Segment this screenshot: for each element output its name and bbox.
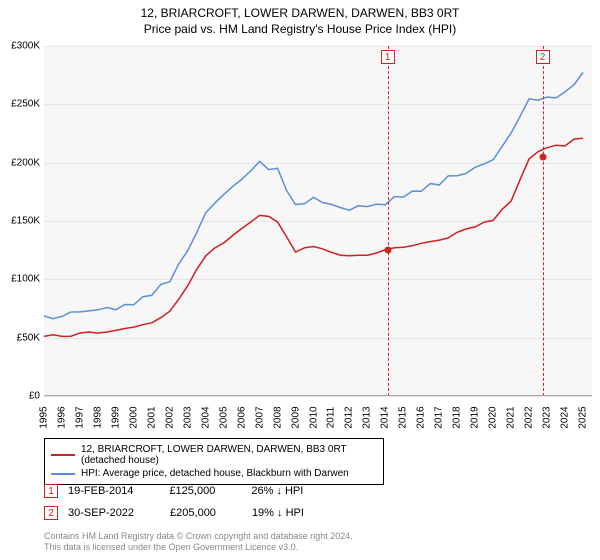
legend-label-hpi: HPI: Average price, detached house, Blac… — [81, 468, 349, 479]
chart-subtitle: Price paid vs. HM Land Registry's House … — [0, 20, 600, 40]
x-tick-label: 1996 — [56, 403, 67, 433]
x-tick-label: 2003 — [182, 403, 193, 433]
x-tick-label: 2013 — [362, 403, 373, 433]
legend-row-property: 12, BRIARCROFT, LOWER DARWEN, DARWEN, BB… — [51, 443, 377, 467]
x-tick-label: 1995 — [39, 403, 50, 433]
sale-price-2: £205,000 — [170, 507, 216, 519]
sale-date-1: 19-FEB-2014 — [68, 485, 133, 497]
marker-badge-1: 1 — [381, 50, 395, 64]
x-tick-label: 2024 — [560, 403, 571, 433]
sale-row-1: 1 19-FEB-2014 £125,000 26% ↓ HPI — [44, 484, 303, 498]
x-tick-label: 2023 — [542, 403, 553, 433]
sale-delta-1: 26% ↓ HPI — [251, 485, 303, 497]
marker-badge-2: 2 — [536, 50, 550, 64]
x-tick-label: 2022 — [524, 403, 535, 433]
x-tick-label: 2016 — [416, 403, 427, 433]
marker-dot-2 — [539, 153, 546, 160]
marker-line-1 — [388, 46, 389, 396]
legend-row-hpi: HPI: Average price, detached house, Blac… — [51, 467, 377, 480]
x-tick-label: 2008 — [272, 403, 283, 433]
legend-label-property: 12, BRIARCROFT, LOWER DARWEN, DARWEN, BB… — [81, 444, 377, 466]
chart-title: 12, BRIARCROFT, LOWER DARWEN, DARWEN, BB… — [0, 0, 600, 20]
gridline-h — [44, 396, 592, 397]
y-tick-label: £300K — [0, 41, 40, 52]
x-tick-label: 1998 — [92, 403, 103, 433]
plot-area: 12 — [44, 46, 592, 396]
x-tick-label: 2021 — [506, 403, 517, 433]
x-tick-label: 2002 — [164, 403, 175, 433]
y-tick-label: £50K — [0, 332, 40, 343]
y-tick-label: £200K — [0, 157, 40, 168]
x-tick-label: 2015 — [398, 403, 409, 433]
marker-line-2 — [543, 46, 544, 396]
x-tick-label: 2025 — [578, 403, 589, 433]
attribution-line2: This data is licensed under the Open Gov… — [44, 542, 353, 554]
line-series — [44, 46, 592, 396]
x-tick-label: 2019 — [470, 403, 481, 433]
x-tick-label: 2020 — [488, 403, 499, 433]
legend-swatch-hpi — [51, 473, 75, 475]
series-property — [44, 138, 583, 336]
sale-price-1: £125,000 — [169, 485, 215, 497]
x-tick-label: 2010 — [308, 403, 319, 433]
x-tick-label: 2012 — [344, 403, 355, 433]
x-tick-label: 2007 — [254, 403, 265, 433]
x-tick-label: 1997 — [74, 403, 85, 433]
y-tick-label: £100K — [0, 274, 40, 285]
x-tick-label: 2011 — [326, 403, 337, 433]
x-tick-label: 1999 — [110, 403, 121, 433]
y-tick-label: £0 — [0, 391, 40, 402]
chart-container: 12, BRIARCROFT, LOWER DARWEN, DARWEN, BB… — [0, 0, 600, 560]
legend: 12, BRIARCROFT, LOWER DARWEN, DARWEN, BB… — [44, 438, 384, 485]
sale-delta-2: 19% ↓ HPI — [252, 507, 304, 519]
marker-dot-1 — [384, 247, 391, 254]
x-tick-label: 2018 — [452, 403, 463, 433]
sale-badge-1: 1 — [44, 484, 58, 498]
attribution: Contains HM Land Registry data © Crown c… — [44, 531, 353, 554]
x-tick-label: 2014 — [380, 403, 391, 433]
x-tick-label: 2001 — [146, 403, 157, 433]
x-tick-label: 2004 — [200, 403, 211, 433]
y-tick-label: £150K — [0, 216, 40, 227]
y-tick-label: £250K — [0, 99, 40, 110]
x-tick-label: 2005 — [218, 403, 229, 433]
x-tick-label: 2009 — [290, 403, 301, 433]
x-tick-label: 2006 — [236, 403, 247, 433]
series-hpi — [44, 73, 583, 319]
sale-row-2: 2 30-SEP-2022 £205,000 19% ↓ HPI — [44, 506, 304, 520]
attribution-line1: Contains HM Land Registry data © Crown c… — [44, 531, 353, 543]
sale-badge-2: 2 — [44, 506, 58, 520]
x-axis — [44, 395, 592, 396]
x-tick-label: 2017 — [434, 403, 445, 433]
legend-swatch-property — [51, 454, 75, 456]
sale-date-2: 30-SEP-2022 — [68, 507, 134, 519]
x-tick-label: 2000 — [128, 403, 139, 433]
